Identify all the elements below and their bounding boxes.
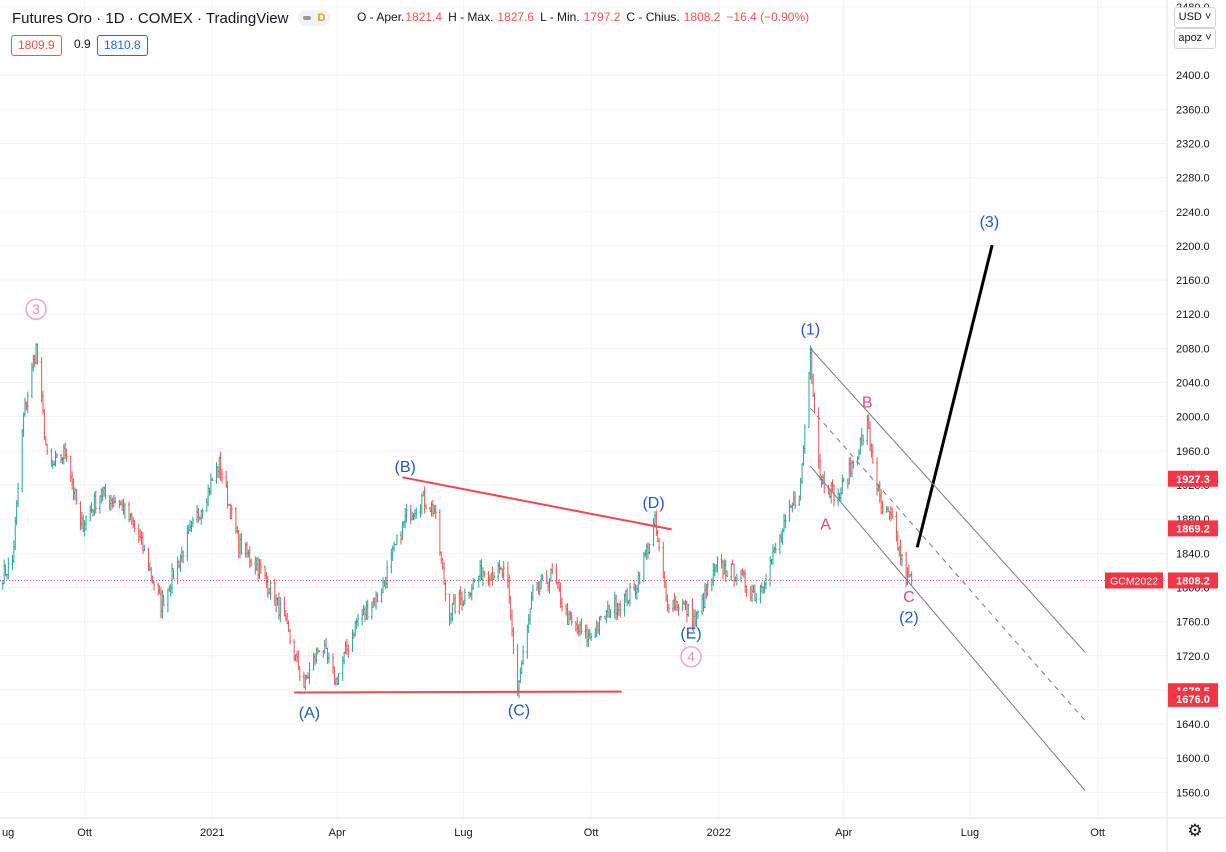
price-tag: 1869.2	[1176, 523, 1210, 535]
x-tick-label: 2022	[707, 827, 731, 839]
wave-label-circle	[25, 298, 47, 320]
trendline-channel-upper[interactable]	[810, 348, 1086, 653]
y-tick-label: 2360.0	[1176, 104, 1210, 116]
price-tag-bg	[1168, 690, 1218, 707]
spread-value: 0.9	[74, 37, 91, 51]
currency-select[interactable]: USD ˅	[1174, 7, 1216, 28]
open-label: O - Aper.	[357, 10, 405, 24]
wave-label: (2)	[899, 609, 919, 626]
wave-label: (D)	[642, 495, 664, 512]
y-tick-label: 2120.0	[1176, 309, 1210, 321]
wave-label: (B)	[395, 459, 416, 476]
price-tag: 1676.0	[1176, 694, 1210, 706]
y-tick-label: 2320.0	[1176, 138, 1210, 150]
wave-label-circle	[680, 645, 702, 668]
x-tick-label: Ott	[1090, 827, 1105, 839]
y-tick-label: 2000.0	[1176, 412, 1210, 424]
y-tick-label: 1840.0	[1176, 548, 1210, 560]
symbol-tag-bg	[1105, 572, 1163, 589]
y-tick-label: 2200.0	[1176, 241, 1210, 253]
wave-label: (1)	[801, 322, 821, 339]
chart-header: Futures Oro · 1D · COMEX · TradingView D	[12, 8, 331, 28]
wave-label: (A)	[299, 705, 320, 722]
open-value: 1821.4	[405, 10, 443, 24]
high-value: 1827.6	[497, 10, 535, 24]
x-tick-label: ug	[2, 827, 14, 839]
wave-label: (C)	[508, 703, 530, 720]
y-tick-label: 2240.0	[1176, 207, 1210, 219]
price-tag-bg	[1168, 520, 1218, 537]
trendline-triangle-upper[interactable]	[402, 476, 672, 531]
trendline-channel-lower[interactable]	[809, 465, 1086, 791]
visibility-toggle[interactable]: D	[298, 10, 331, 26]
ohlc-legend: O - Aper. 1821.4 H - Max. 1827.6 L - Min…	[357, 10, 809, 24]
wave-label: 4	[687, 649, 695, 665]
d-badge: D	[317, 12, 326, 24]
gear-icon[interactable]: ⚙	[1187, 821, 1203, 840]
y-tick-label: 2280.0	[1176, 173, 1210, 185]
price-tag: 1927.3	[1176, 474, 1210, 486]
wave-label: (E)	[680, 626, 701, 643]
symbol-title[interactable]: Futures Oro · 1D · COMEX · TradingView	[12, 9, 289, 27]
x-tick-label: Lug	[454, 827, 472, 839]
high-label: H - Max.	[448, 10, 494, 24]
low-label: L - Min.	[540, 10, 580, 24]
low-value: 1797.2	[583, 10, 621, 24]
close-label: C - Chius.	[626, 10, 680, 24]
y-tick-label: 1640.0	[1176, 719, 1210, 731]
wave-label: A	[820, 516, 831, 533]
change-value: −16.4 (−0.90%)	[726, 10, 810, 24]
x-tick-label: Apr	[329, 827, 346, 839]
y-tick-label: 2080.0	[1176, 343, 1210, 355]
wave-label: 3	[32, 301, 40, 317]
trendline-wave-3-projection[interactable]	[915, 244, 994, 548]
wave-label: C	[903, 589, 915, 606]
y-tick-label: 2040.0	[1176, 378, 1210, 390]
y-tick-label: 1960.0	[1176, 446, 1210, 458]
x-tick-label: Lug	[961, 827, 979, 839]
x-tick-label: Ott	[77, 827, 92, 839]
bid-price-box[interactable]: 1809.9	[11, 35, 62, 56]
price-tag-bg	[1168, 470, 1218, 487]
x-tick-label: Ott	[584, 827, 599, 839]
y-tick-label: 2400.0	[1176, 70, 1210, 82]
x-tick-label: 2021	[200, 827, 224, 839]
plot-area[interactable]	[0, 0, 1167, 818]
y-tick-label: 2160.0	[1176, 275, 1210, 287]
symbol-tag: GCM2022	[1110, 575, 1158, 587]
y-tick-label: 1560.0	[1176, 787, 1210, 799]
y-tick-label: 1600.0	[1176, 753, 1210, 765]
scale-mode-select[interactable]: apoz ˅	[1174, 28, 1216, 49]
close-value: 1808.2	[683, 10, 721, 24]
wave-label: (3)	[980, 214, 1000, 231]
trendline-triangle-lower[interactable]	[294, 690, 622, 694]
eye-icon	[303, 16, 312, 20]
x-tick-label: Apr	[835, 827, 852, 839]
last-price-tag: 1808.2	[1176, 575, 1210, 587]
y-tick-label: 1720.0	[1176, 651, 1210, 663]
last-price-tag-bg	[1168, 572, 1218, 589]
wave-label: B	[862, 394, 873, 411]
ask-price-box[interactable]: 1810.8	[97, 35, 148, 56]
y-tick-label: 1760.0	[1176, 617, 1210, 629]
